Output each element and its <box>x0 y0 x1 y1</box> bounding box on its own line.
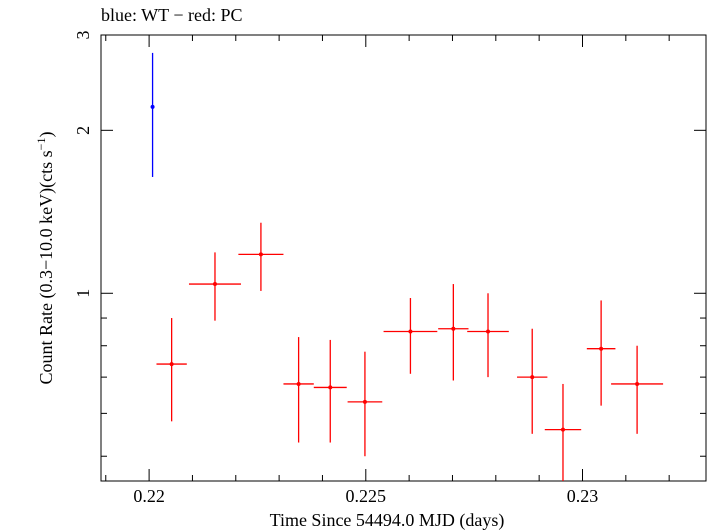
data-point-pc <box>438 284 469 381</box>
data-marker <box>296 381 301 386</box>
series-pc <box>156 222 664 481</box>
data-point-pc <box>517 328 548 434</box>
data-marker <box>530 375 535 380</box>
data-point-pc <box>586 300 616 406</box>
x-tick-label: 0.22 <box>133 486 165 506</box>
data-point-pc <box>188 252 241 321</box>
data-marker <box>635 381 640 386</box>
series-wt <box>150 52 155 177</box>
data-marker <box>408 329 413 334</box>
data-point-pc <box>383 298 438 374</box>
data-marker <box>212 282 217 287</box>
data-point-wt <box>150 52 155 177</box>
data-point-pc <box>467 293 509 378</box>
x-tick-label: 0.23 <box>567 486 599 506</box>
data-point-pc <box>544 383 582 481</box>
chart-title: blue: WT − red: PC <box>101 5 242 25</box>
data-point-pc <box>347 351 383 457</box>
data-marker <box>258 252 263 257</box>
y-tick-label: 3 <box>73 31 93 40</box>
y-axis-label: Count Rate (0.3−10.0 keV)(cts s−1) <box>34 132 57 385</box>
y-axis-label-exponent: −1 <box>34 138 48 151</box>
data-point-pc <box>238 222 284 291</box>
y-tick-label: 1 <box>73 289 93 298</box>
data-point-pc <box>313 339 347 443</box>
data-marker <box>362 399 367 404</box>
data-marker <box>599 346 604 351</box>
data-point-pc <box>283 337 314 443</box>
data-marker <box>169 362 174 367</box>
data-layer <box>150 52 664 481</box>
data-marker <box>150 104 155 109</box>
y-axis-label-main: Count Rate (0.3−10.0 keV)(cts s <box>36 150 57 384</box>
data-marker <box>560 427 565 432</box>
x-axis-label: Time Since 54494.0 MJD (days) <box>270 510 505 531</box>
data-marker <box>486 329 491 334</box>
y-tick-label: 2 <box>73 126 93 135</box>
axis-ticks: 0.22 0.225 0.23 1 2 3 <box>73 31 706 506</box>
data-point-pc <box>156 318 187 422</box>
y-axis-label-close: ) <box>36 132 57 138</box>
plot-frame <box>100 34 707 482</box>
data-marker <box>328 385 333 390</box>
x-tick-label: 0.225 <box>346 486 387 506</box>
data-marker <box>451 326 456 331</box>
data-point-pc <box>611 345 664 434</box>
